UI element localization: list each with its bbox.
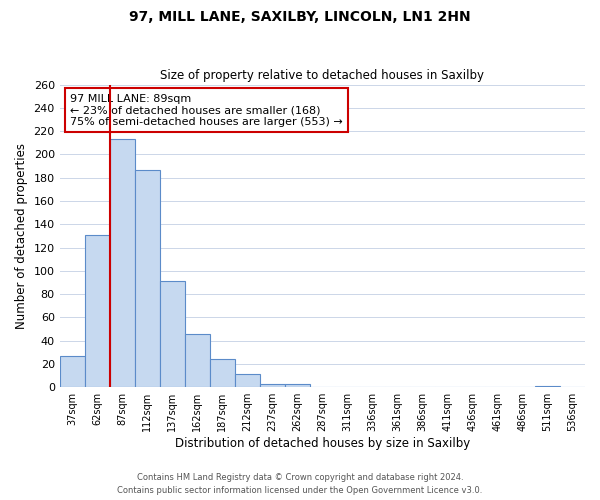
Bar xyxy=(135,170,160,387)
Bar xyxy=(260,384,285,387)
Bar xyxy=(185,334,210,387)
Bar xyxy=(535,386,560,387)
Bar xyxy=(85,234,110,387)
Bar xyxy=(285,384,310,387)
Text: 97 MILL LANE: 89sqm
← 23% of detached houses are smaller (168)
75% of semi-detac: 97 MILL LANE: 89sqm ← 23% of detached ho… xyxy=(70,94,343,127)
Y-axis label: Number of detached properties: Number of detached properties xyxy=(15,143,28,329)
Title: Size of property relative to detached houses in Saxilby: Size of property relative to detached ho… xyxy=(160,69,484,82)
Bar xyxy=(210,360,235,387)
X-axis label: Distribution of detached houses by size in Saxilby: Distribution of detached houses by size … xyxy=(175,437,470,450)
Bar xyxy=(110,140,135,387)
Bar xyxy=(160,282,185,387)
Bar xyxy=(59,356,85,387)
Bar xyxy=(235,374,260,387)
Text: Contains HM Land Registry data © Crown copyright and database right 2024.
Contai: Contains HM Land Registry data © Crown c… xyxy=(118,474,482,495)
Text: 97, MILL LANE, SAXILBY, LINCOLN, LN1 2HN: 97, MILL LANE, SAXILBY, LINCOLN, LN1 2HN xyxy=(129,10,471,24)
